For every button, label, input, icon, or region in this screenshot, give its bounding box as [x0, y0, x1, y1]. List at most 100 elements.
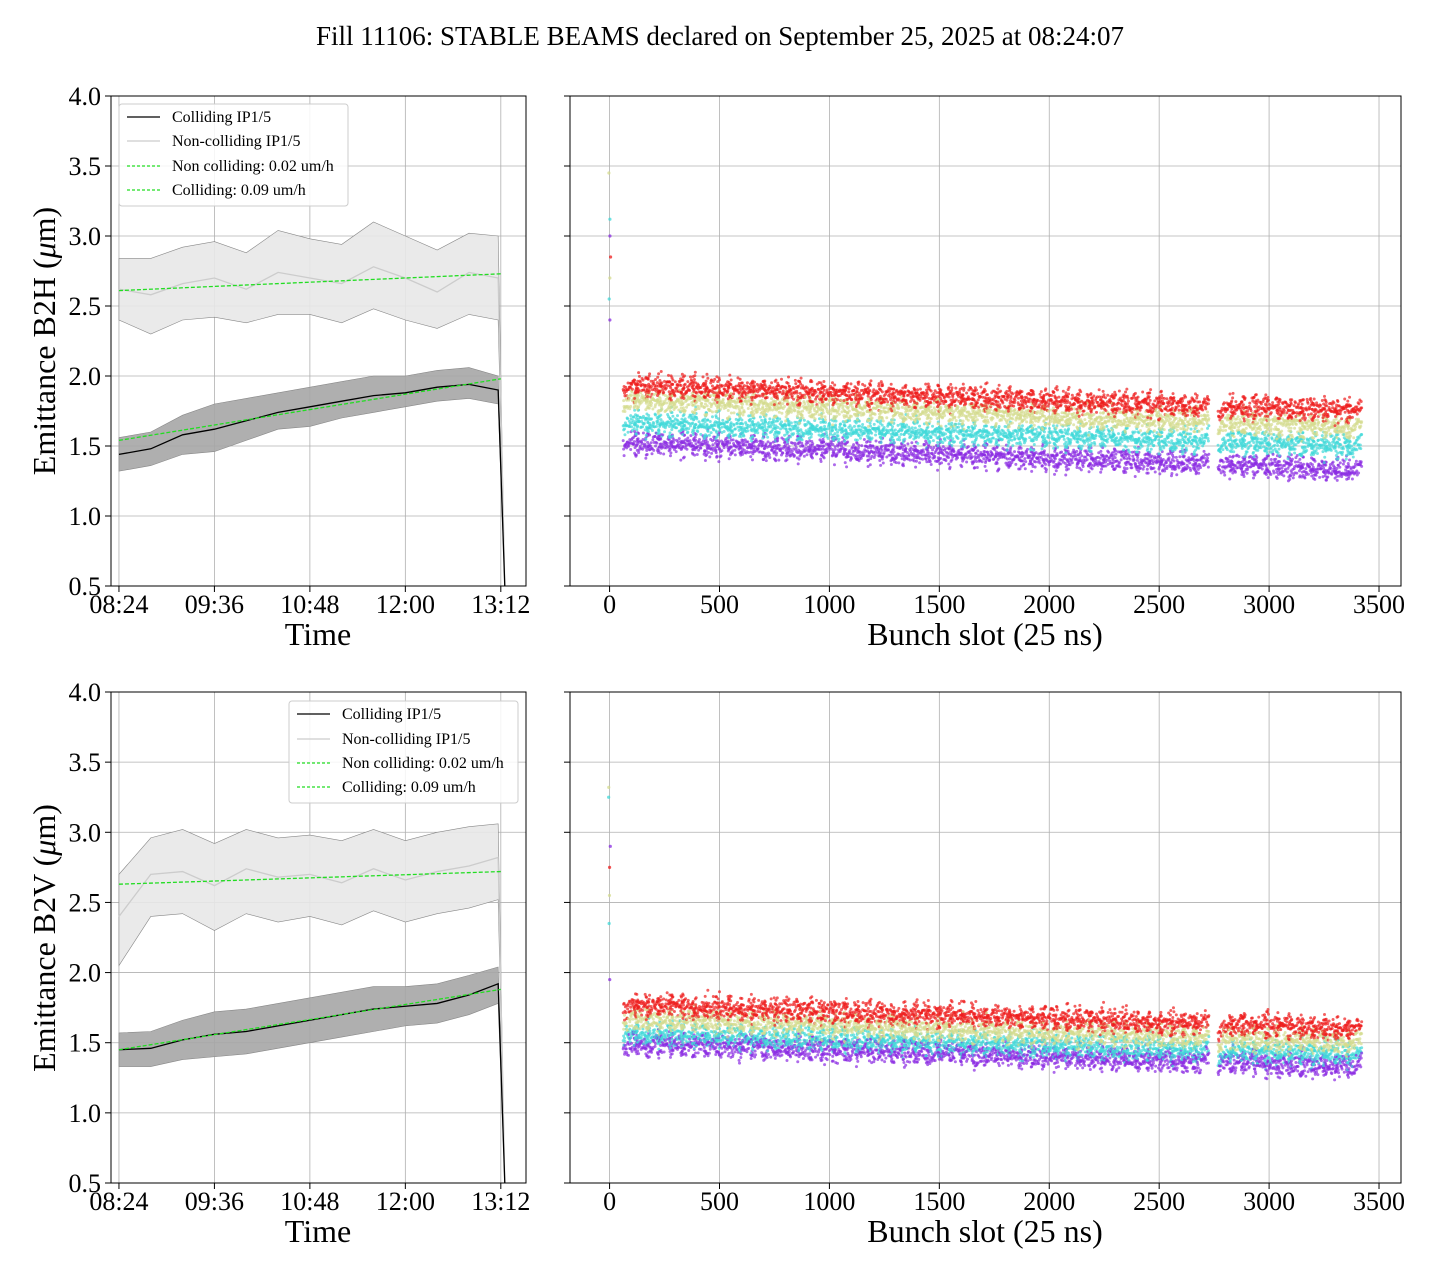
bunch-point — [774, 459, 778, 463]
bunch-point — [913, 388, 917, 392]
bunch-point — [693, 370, 697, 374]
bunch-point — [628, 407, 632, 411]
bunch-point — [659, 413, 663, 417]
bunch-point — [839, 422, 843, 426]
bunch-point — [989, 439, 993, 443]
panel-b2h-time-series — [118, 221, 506, 587]
bunch-point — [717, 395, 721, 399]
bunch-point — [877, 382, 881, 386]
bunch-point — [900, 428, 904, 432]
ylabel-suffix: m) — [26, 207, 62, 243]
bunch-point — [986, 420, 990, 424]
bunch-point — [794, 424, 798, 428]
bunch-point — [879, 463, 883, 467]
bunch-point — [841, 404, 845, 408]
bunch-point — [832, 463, 836, 467]
bunch-point — [916, 410, 920, 414]
bunch-point — [954, 386, 958, 390]
bunch-point — [807, 396, 811, 400]
legend-entry-fit-colliding: Colliding: 0.09 um/h — [172, 182, 306, 199]
bunch-point — [820, 414, 824, 418]
bunch-point — [697, 407, 701, 411]
bunch-point — [906, 412, 910, 416]
bunch-point — [785, 402, 789, 406]
bunch-point — [869, 379, 873, 383]
bunch-point — [774, 378, 778, 382]
bunch-point — [895, 455, 899, 459]
bunch-point — [722, 429, 726, 433]
bunch-point — [670, 394, 674, 398]
bunch-point — [700, 390, 704, 394]
bunch-point — [845, 465, 849, 469]
bunch-point — [713, 423, 717, 427]
bunch-point — [729, 425, 733, 429]
bunch-point — [608, 318, 612, 322]
bunch-point — [761, 440, 765, 444]
bunch-point — [846, 435, 850, 439]
bunch-point — [869, 383, 873, 387]
bunch-point — [623, 427, 627, 431]
bunch-point — [931, 424, 935, 428]
bunch-point — [879, 451, 883, 455]
bunch-point — [798, 421, 802, 425]
bunch-point — [632, 440, 636, 444]
bunch-point — [822, 435, 826, 439]
bunch-point — [837, 407, 841, 411]
bunch-point — [758, 394, 762, 398]
bunch-point — [819, 459, 823, 463]
bunch-point — [997, 383, 1001, 387]
bunch-point — [962, 427, 966, 431]
bunch-point — [706, 398, 710, 402]
bunch-point — [732, 411, 736, 415]
bunch-point — [767, 420, 771, 424]
bunch-point — [862, 452, 866, 456]
bunch-point — [803, 395, 807, 399]
legend-box — [118, 103, 349, 207]
bunch-point — [693, 374, 697, 378]
bunch-point — [837, 437, 841, 441]
y-tick-label: 2.0 — [69, 362, 102, 391]
bunch-point — [924, 382, 928, 386]
bunch-point — [961, 382, 965, 386]
bunch-point — [650, 392, 654, 396]
bunch-point — [880, 437, 884, 441]
bunch-point — [729, 445, 733, 449]
bunch-point — [694, 442, 698, 446]
bunch-point — [829, 412, 833, 416]
bunch-point — [994, 422, 998, 426]
bunch-point — [859, 428, 863, 432]
bunch-point — [692, 387, 696, 391]
bunch-point — [721, 397, 725, 401]
bunch-point — [635, 428, 639, 432]
bunch-point — [811, 400, 815, 404]
bunch-point — [721, 418, 725, 422]
bunch-point — [673, 380, 677, 384]
bunch-point — [691, 432, 695, 436]
bunch-point — [931, 439, 935, 443]
bunch-point — [1006, 395, 1010, 399]
bunch-point — [763, 425, 767, 429]
bunch-point — [681, 387, 685, 391]
bunch-point — [654, 444, 658, 448]
bunch-point — [1011, 444, 1015, 448]
bunch-point — [711, 398, 715, 402]
bunch-point — [779, 420, 783, 424]
bunch-point — [738, 425, 742, 429]
bunch-point — [926, 446, 930, 450]
bunch-point — [796, 462, 800, 466]
bunch-point — [705, 412, 709, 416]
bunch-point — [939, 424, 943, 428]
bunch-point — [787, 375, 791, 379]
bunch-point — [846, 405, 850, 409]
bunch-point — [651, 407, 655, 411]
bunch-point — [683, 423, 687, 427]
bunch-point — [964, 402, 968, 406]
bunch-point — [775, 434, 779, 438]
bunch-point — [959, 451, 963, 455]
panel-b2h-time: 08:24 09:36 10:48 12:00 13:12 0.51.01.52.02.… — [26, 82, 530, 652]
bunch-point — [868, 444, 872, 448]
bunch-point — [608, 234, 612, 238]
bunch-point — [814, 400, 818, 404]
ylabel-mu: μ — [26, 242, 62, 259]
bunch-point — [688, 439, 692, 443]
